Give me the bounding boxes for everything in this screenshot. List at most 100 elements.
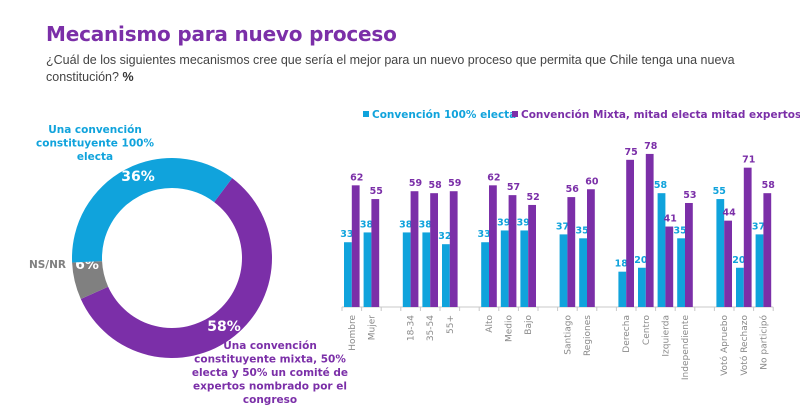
legend-swatch [363, 111, 369, 117]
bar-mixta [665, 226, 674, 307]
bar-data-label: 59 [448, 178, 461, 189]
bar-mixta [567, 197, 576, 307]
legend-label: Convención Mixta, mitad electa mitad exp… [521, 109, 800, 121]
bar-data-label: 58 [654, 180, 668, 191]
bar-data-label: 75 [624, 147, 637, 158]
bar-data-label: 37 [752, 221, 765, 232]
bar-electa [402, 232, 411, 307]
bar-data-label: 37 [556, 221, 569, 232]
bar-data-label: 59 [409, 178, 422, 189]
bar-electa [677, 238, 685, 307]
x-tick-label: Alto [485, 315, 495, 333]
x-tick-label: 35-54 [426, 315, 436, 341]
bar-electa [520, 230, 529, 307]
x-tick-label: Medio [505, 315, 515, 343]
donut-category-label: constituyente 100% [36, 138, 154, 150]
donut-category-label: Una convención [48, 124, 142, 136]
bar-electa [559, 234, 568, 307]
page-title: Mecanismo para nuevo proceso [46, 22, 397, 46]
x-tick-label: Bajo [524, 315, 534, 335]
bar-data-label: 60 [585, 176, 599, 187]
legend-swatch [512, 111, 518, 117]
bar-mixta [371, 199, 380, 307]
bar-mixta [724, 220, 732, 307]
x-tick-label: 55+ [446, 315, 456, 334]
bar-electa [442, 244, 450, 307]
donut-slice [72, 157, 233, 263]
bar-electa [755, 234, 764, 307]
bar-electa [363, 232, 372, 307]
bar-data-label: 52 [526, 192, 539, 203]
donut-value-label: 36% [121, 169, 155, 185]
bar-electa [481, 242, 489, 307]
bar-electa [638, 267, 646, 307]
x-tick-label: Derecha [622, 315, 632, 353]
bar-mixta [763, 193, 772, 307]
bar-data-label: 39 [497, 217, 510, 228]
donut-slice [80, 178, 273, 359]
x-tick-label: Mujer [367, 315, 377, 341]
bar-mixta [743, 167, 752, 307]
donut-value-label: 58% [207, 319, 241, 335]
bar-mixta [626, 159, 634, 307]
donut-slice [72, 261, 109, 299]
bar-data-label: 56 [566, 184, 580, 195]
donut-category-label: Una convención [223, 340, 317, 352]
bar-data-label: 35 [673, 225, 686, 236]
x-tick-label: Independiente [681, 315, 691, 381]
x-tick-label: Regiones [583, 315, 593, 356]
bar-mixta [528, 204, 536, 307]
bar-mixta [351, 185, 360, 307]
bar-mixta [645, 153, 654, 307]
bar-mixta [430, 193, 438, 307]
bar-data-label: 55 [713, 186, 726, 197]
x-tick-label: Santiago [563, 315, 573, 355]
bar-data-label: 18 [615, 259, 629, 270]
x-tick-label: Votó Apruebo [719, 315, 730, 376]
bar-mixta [449, 191, 458, 307]
bar-electa [422, 232, 431, 307]
unit-label: % [122, 70, 134, 84]
donut-category-label: congreso [243, 394, 297, 406]
x-tick-label: 18-34 [407, 315, 417, 341]
bar-data-label: 32 [438, 231, 451, 242]
bar-electa [657, 193, 666, 307]
donut-category-label: electa y 50% un comité de [192, 367, 348, 379]
legend-label: Convención 100% electa [372, 109, 516, 121]
bar-data-label: 35 [575, 225, 588, 236]
bar-data-label: 53 [683, 190, 696, 201]
x-tick-label: Hombre [348, 315, 358, 351]
bar-data-label: 57 [507, 182, 520, 193]
bar-data-label: 33 [477, 229, 490, 240]
bar-mixta [587, 189, 595, 307]
bar-electa [736, 267, 744, 307]
bar-data-label: 58 [428, 180, 442, 191]
bar-data-label: 62 [350, 172, 363, 183]
donut-category-label: constituyente mixta, 50% [194, 354, 346, 366]
bar-mixta [508, 195, 517, 307]
bar-data-label: 20 [634, 255, 648, 266]
bar-data-label: 38 [360, 219, 374, 230]
bar-mixta [410, 191, 419, 307]
bar-mixta [489, 185, 497, 307]
question-text: ¿Cuál de los siguientes mecanismos cree … [46, 52, 766, 86]
bar-data-label: 62 [487, 172, 500, 183]
x-tick-label: Izquierda [661, 315, 671, 357]
donut-category-label: NS/NR [29, 259, 66, 271]
bar-electa [344, 242, 352, 307]
donut-category-label: electa [77, 151, 113, 163]
bar-data-label: 33 [340, 229, 353, 240]
bar-data-label: 39 [517, 217, 530, 228]
bar-data-label: 58 [762, 180, 776, 191]
bar-electa [500, 230, 509, 307]
bar-data-label: 38 [419, 219, 433, 230]
bar-data-label: 55 [370, 186, 383, 197]
bar-data-label: 71 [742, 155, 755, 166]
donut-category-label: expertos nombrado por el [193, 381, 347, 393]
bar-data-label: 20 [732, 255, 746, 266]
bar-data-label: 41 [664, 214, 677, 225]
bar-electa [716, 199, 725, 307]
bar-electa [579, 238, 587, 307]
bar-data-label: 78 [644, 141, 658, 152]
